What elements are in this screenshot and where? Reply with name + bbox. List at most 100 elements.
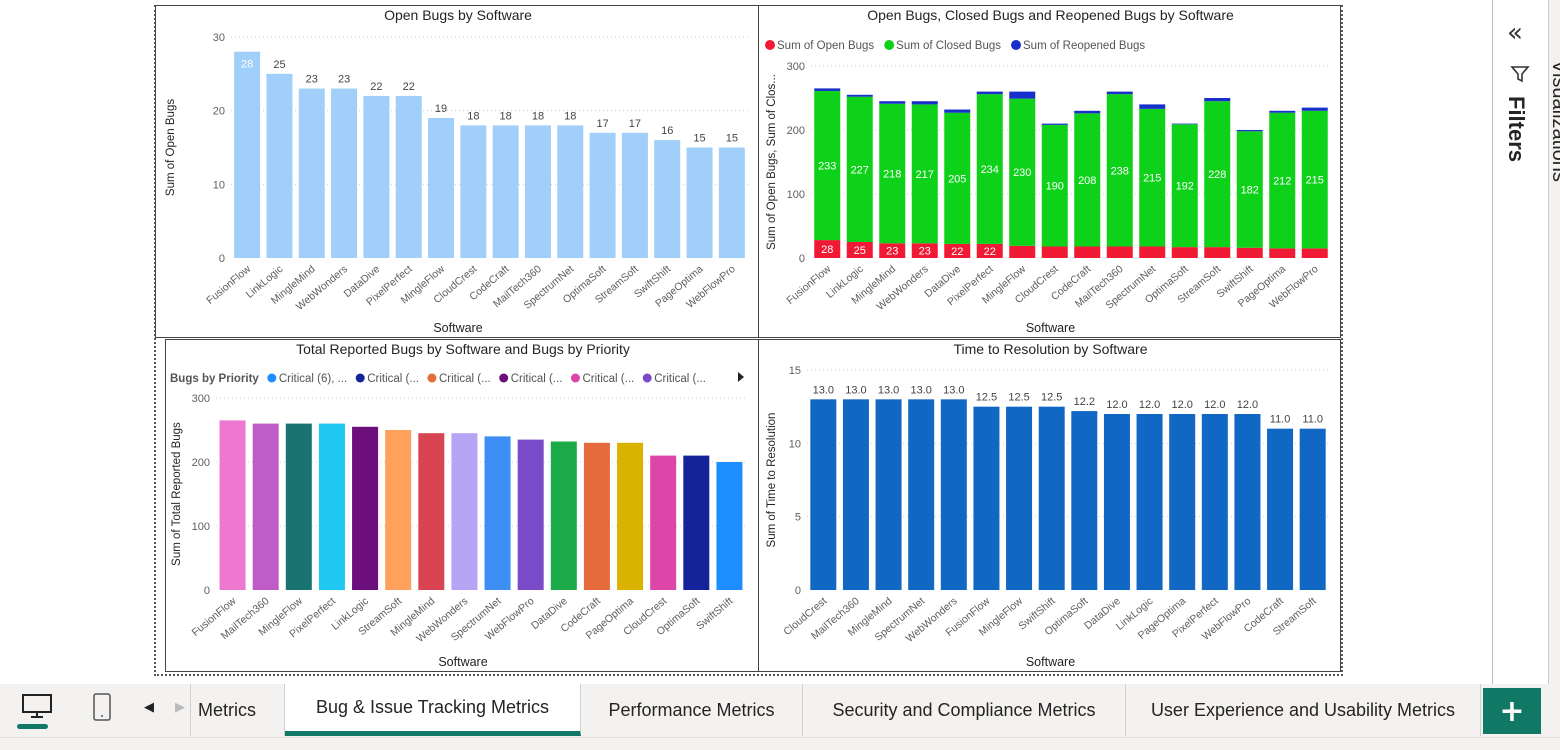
chart-open-closed-reopened[interactable]: Open Bugs, Closed Bugs and Reopened Bugs… bbox=[758, 5, 1341, 338]
collapse-icon[interactable]: « bbox=[1507, 18, 1523, 48]
bar-sum-of-closed-bugs[interactable] bbox=[1301, 110, 1328, 249]
bar-sum-of-closed-bugs[interactable] bbox=[879, 103, 906, 244]
bar-sum-of-closed-bugs[interactable] bbox=[814, 90, 841, 241]
tab-performance[interactable]: Performance Metrics bbox=[581, 684, 803, 736]
bar[interactable] bbox=[298, 88, 325, 258]
bar-sum-of-open-bugs[interactable] bbox=[1106, 246, 1133, 258]
bar[interactable] bbox=[686, 147, 713, 259]
bar[interactable] bbox=[460, 125, 487, 259]
bar[interactable] bbox=[385, 430, 412, 590]
bar-sum-of-reopened-bugs[interactable] bbox=[1009, 91, 1036, 99]
bar[interactable] bbox=[484, 436, 511, 590]
chart-total-reported-bugs[interactable]: Total Reported Bugs by Software and Bugs… bbox=[165, 339, 759, 672]
bar[interactable] bbox=[810, 399, 837, 590]
bar[interactable] bbox=[1234, 414, 1261, 590]
bar-sum-of-open-bugs[interactable] bbox=[846, 242, 873, 258]
filters-pane[interactable]: « Filters bbox=[1492, 0, 1548, 684]
bar[interactable] bbox=[395, 95, 422, 258]
bar-sum-of-closed-bugs[interactable] bbox=[1074, 113, 1101, 247]
bar[interactable] bbox=[1299, 428, 1326, 590]
bar[interactable] bbox=[428, 118, 455, 259]
bar-sum-of-closed-bugs[interactable] bbox=[944, 112, 971, 244]
bar[interactable] bbox=[352, 426, 379, 590]
bar[interactable] bbox=[1103, 414, 1130, 590]
bar[interactable] bbox=[908, 399, 935, 590]
bar[interactable] bbox=[524, 125, 551, 259]
bar[interactable] bbox=[557, 125, 584, 259]
bar-sum-of-closed-bugs[interactable] bbox=[1171, 124, 1198, 248]
bar[interactable] bbox=[617, 442, 644, 590]
chart-time-to-resolution[interactable]: Time to Resolution by Software Software Su… bbox=[758, 339, 1341, 672]
bar-sum-of-open-bugs[interactable] bbox=[911, 243, 938, 258]
bar[interactable] bbox=[517, 439, 544, 590]
bar-sum-of-closed-bugs[interactable] bbox=[976, 94, 1003, 244]
filters-label[interactable]: Filters bbox=[1504, 96, 1529, 163]
bar-sum-of-reopened-bugs[interactable] bbox=[1301, 107, 1328, 111]
bar[interactable] bbox=[418, 433, 445, 590]
bar[interactable] bbox=[940, 399, 967, 590]
bar-sum-of-closed-bugs[interactable] bbox=[1204, 101, 1231, 248]
bar[interactable] bbox=[266, 73, 293, 258]
bar[interactable] bbox=[650, 455, 677, 590]
bar-sum-of-reopened-bugs[interactable] bbox=[944, 109, 971, 113]
bar-sum-of-reopened-bugs[interactable] bbox=[846, 94, 873, 97]
chart-open-bugs[interactable]: Open Bugs by Software Software Sum of Open… bbox=[155, 5, 759, 338]
bar-sum-of-open-bugs[interactable] bbox=[1171, 247, 1198, 258]
bar-sum-of-closed-bugs[interactable] bbox=[1139, 108, 1166, 247]
desktop-view-icon[interactable] bbox=[20, 692, 54, 720]
bar-sum-of-reopened-bugs[interactable] bbox=[1139, 104, 1166, 109]
bar-sum-of-reopened-bugs[interactable] bbox=[1204, 98, 1231, 102]
bar-sum-of-closed-bugs[interactable] bbox=[1236, 131, 1263, 248]
bar[interactable] bbox=[363, 95, 390, 258]
tab-metrics[interactable]: Metrics bbox=[190, 684, 285, 736]
bar[interactable] bbox=[492, 125, 519, 259]
bar-sum-of-reopened-bugs[interactable] bbox=[911, 101, 938, 105]
bar-sum-of-open-bugs[interactable] bbox=[1009, 245, 1036, 258]
tab-user-experience[interactable]: User Experience and Usability Metrics bbox=[1126, 684, 1481, 736]
bar[interactable] bbox=[842, 399, 869, 590]
bar[interactable] bbox=[234, 51, 261, 258]
bar-sum-of-reopened-bugs[interactable] bbox=[976, 91, 1003, 95]
bar[interactable] bbox=[285, 423, 312, 590]
bar-sum-of-reopened-bugs[interactable] bbox=[814, 88, 841, 91]
bar-sum-of-open-bugs[interactable] bbox=[879, 243, 906, 258]
bar-sum-of-open-bugs[interactable] bbox=[1301, 248, 1328, 258]
bar[interactable] bbox=[621, 132, 648, 258]
bar[interactable] bbox=[1038, 406, 1065, 590]
bar[interactable] bbox=[1169, 414, 1196, 590]
bar-sum-of-closed-bugs[interactable] bbox=[1106, 94, 1133, 247]
bar[interactable] bbox=[718, 147, 745, 259]
bar-sum-of-closed-bugs[interactable] bbox=[1009, 98, 1036, 246]
bar[interactable] bbox=[589, 132, 616, 258]
bar[interactable] bbox=[1136, 414, 1163, 590]
bar[interactable] bbox=[550, 441, 577, 590]
bar-sum-of-open-bugs[interactable] bbox=[1139, 246, 1166, 258]
bar[interactable] bbox=[716, 462, 743, 590]
bar-sum-of-open-bugs[interactable] bbox=[1041, 246, 1068, 258]
bar[interactable] bbox=[331, 88, 358, 258]
bar-sum-of-reopened-bugs[interactable] bbox=[1171, 123, 1198, 125]
bar[interactable] bbox=[451, 433, 478, 590]
visualizations-label[interactable]: Visualizations bbox=[1548, 60, 1560, 182]
bar-sum-of-open-bugs[interactable] bbox=[1236, 247, 1263, 258]
bar-sum-of-reopened-bugs[interactable] bbox=[1041, 123, 1068, 125]
bar[interactable] bbox=[1071, 411, 1098, 590]
mobile-view-icon[interactable] bbox=[92, 692, 112, 722]
bar[interactable] bbox=[219, 420, 246, 590]
legend-next-icon[interactable] bbox=[738, 372, 744, 382]
bar[interactable] bbox=[683, 455, 710, 590]
bar-sum-of-open-bugs[interactable] bbox=[1269, 248, 1296, 258]
bar-sum-of-open-bugs[interactable] bbox=[944, 243, 971, 258]
bar-sum-of-closed-bugs[interactable] bbox=[1269, 112, 1296, 249]
bar[interactable] bbox=[252, 423, 279, 590]
bar[interactable] bbox=[654, 140, 681, 258]
tab-security-compliance[interactable]: Security and Compliance Metrics bbox=[803, 684, 1126, 736]
bar[interactable] bbox=[1267, 428, 1294, 590]
bar-sum-of-closed-bugs[interactable] bbox=[911, 104, 938, 244]
bar-sum-of-open-bugs[interactable] bbox=[976, 243, 1003, 258]
bar-sum-of-open-bugs[interactable] bbox=[1204, 247, 1231, 258]
bar-sum-of-reopened-bugs[interactable] bbox=[1236, 130, 1263, 132]
bar[interactable] bbox=[973, 406, 1000, 590]
bar[interactable] bbox=[1006, 406, 1033, 590]
bar-sum-of-open-bugs[interactable] bbox=[1074, 246, 1101, 258]
